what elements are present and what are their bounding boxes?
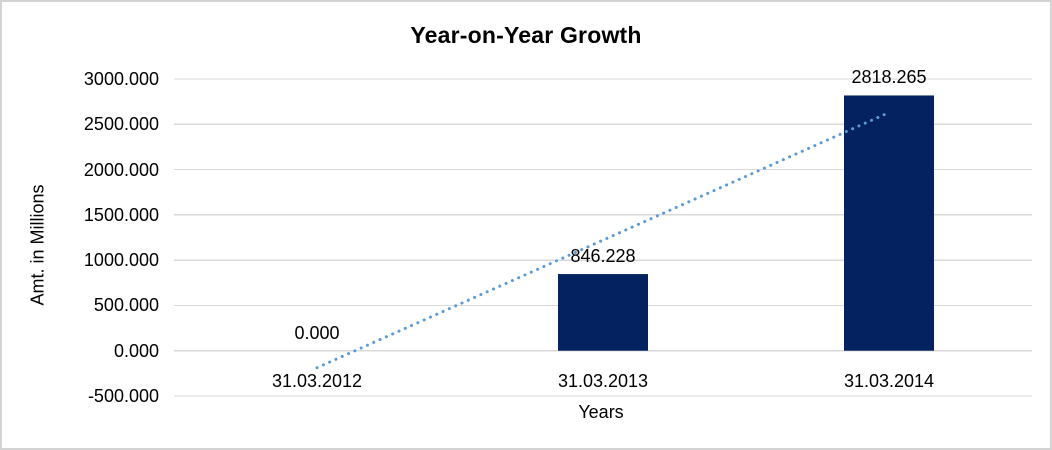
y-tick-label: 2000.000 — [83, 159, 159, 180]
y-tick-label: 0.000 — [113, 340, 159, 361]
bar-data-label: 0.000 — [294, 322, 340, 343]
trendline — [315, 111, 891, 370]
x-category-label: 31.03.2012 — [271, 371, 363, 391]
y-tick-label: 1500.000 — [83, 204, 159, 225]
x-category-label: 31.03.2014 — [843, 371, 935, 391]
y-tick-label: 1000.000 — [83, 250, 159, 271]
y-tick-label: 500.000 — [93, 295, 159, 316]
x-category-label: 31.03.2013 — [557, 371, 649, 391]
bar-data-label: 846.228 — [570, 246, 636, 267]
y-tick-label: 3000.000 — [83, 69, 159, 89]
bar — [558, 274, 648, 351]
x-axis-title: Years — [578, 402, 624, 422]
y-tick-label: 2500.000 — [83, 114, 159, 135]
chart-title: Year-on-Year Growth — [410, 22, 642, 48]
y-tick-label: -500.000 — [87, 386, 159, 406]
bar-data-label: 2818.265 — [851, 67, 927, 88]
bar — [844, 95, 934, 351]
